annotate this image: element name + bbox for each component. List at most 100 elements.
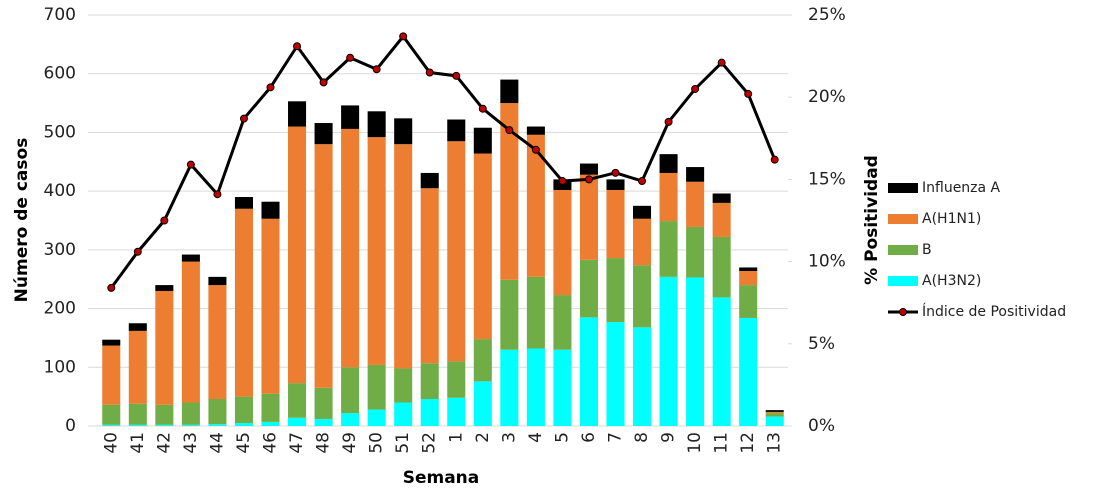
x-tick-label: 8 [632,432,652,443]
x-tick-label: 6 [579,432,599,443]
line-marker [478,104,487,113]
bar-segment [288,417,307,426]
bar-segment [526,134,545,277]
bar-segment [341,105,360,129]
x-tick-label: 49 [340,432,360,454]
bar-segment [500,279,519,350]
x-tick-label: 9 [659,432,679,443]
y-tick-label: 400 [44,181,76,201]
x-tick-label: 45 [234,432,254,454]
line-marker [638,177,647,186]
bar-segment [712,202,731,237]
line-marker [770,155,779,164]
bar-segment [261,201,280,219]
bar-segment [234,208,253,397]
bar-segment [712,297,731,426]
bar-segment [765,410,784,412]
x-tick-label: 41 [128,432,148,454]
bar-segment [314,387,333,419]
line-marker [744,89,753,98]
bar-segment [234,197,253,209]
y2-tick-label: 15% [808,169,846,189]
line-marker [239,114,248,123]
bar-segment [420,363,439,399]
line-marker [558,177,567,186]
x-tick-label: 12 [738,432,758,454]
bar-segment [181,261,200,403]
bar-segment [739,270,758,286]
bar-segment [500,79,519,104]
x-tick-label: 48 [314,432,334,454]
bar-segment [686,181,705,227]
line-marker [452,71,461,80]
line-marker [425,68,434,77]
line-marker [133,247,142,256]
x-tick-label: 3 [499,432,519,443]
bar-segment [102,404,121,425]
y-tick-label: 200 [44,299,76,319]
legend-label: B [922,242,932,258]
bar-segment [128,403,147,425]
y-tick-label: 700 [44,5,76,25]
line-marker [346,53,355,62]
bar-segment [314,144,333,388]
y-axis-title: Número de casos [12,138,32,303]
line-marker [186,160,195,169]
bar-segment [579,174,598,260]
line-marker [691,84,700,93]
x-tick-label: 52 [420,432,440,454]
x-tick-label: 50 [367,432,387,454]
bar-segment [659,276,678,426]
bar-segment [712,236,731,298]
x-tick-label: 47 [287,432,307,454]
x-tick-label: 10 [685,432,705,454]
bar-segment [553,295,572,350]
bar-segment [394,368,413,403]
bar-segment [367,409,386,426]
line-marker [319,78,328,87]
legend-label: Influenza A [922,180,1001,196]
bar-segment [420,398,439,426]
line-marker [399,32,408,41]
x-tick-label: 51 [393,432,413,454]
bar-segment [579,317,598,426]
bar-segment [447,119,466,142]
bar-segment [606,322,625,426]
bar-segment [314,123,333,145]
bar-segment [526,348,545,426]
bar-segment [288,126,307,384]
bar-segment [261,218,280,394]
line-marker [531,145,540,154]
bar-segment [765,416,784,426]
bar-segment [739,285,758,318]
legend-label: A(H1N1) [922,211,981,227]
x-tick-label: 46 [261,432,281,454]
bar-segment [659,172,678,222]
y2-tick-label: 0% [808,416,835,436]
bar-segment [526,276,545,349]
bar-segment [633,205,652,219]
bar-segment [447,361,466,398]
bar-segment [261,393,280,422]
line-marker [107,283,116,292]
bar-segment [102,339,121,346]
x-axis-title: Semana [403,468,480,488]
line-marker [372,65,381,74]
bar-segment [659,221,678,277]
bar-segment [234,423,253,426]
bar-segment [394,402,413,426]
bar-segment [473,381,492,426]
bar-segment [261,421,280,426]
bar-segment [155,424,174,426]
y-tick-label: 500 [44,122,76,142]
bar-segment [288,383,307,418]
x-tick-label: 43 [181,432,201,454]
bar-segment [341,128,360,368]
x-tick-label: 5 [552,432,572,443]
bar-segment [314,418,333,426]
bar-segment [394,144,413,369]
bar-segment [500,349,519,426]
bar-segment [181,424,200,426]
line [110,33,777,289]
